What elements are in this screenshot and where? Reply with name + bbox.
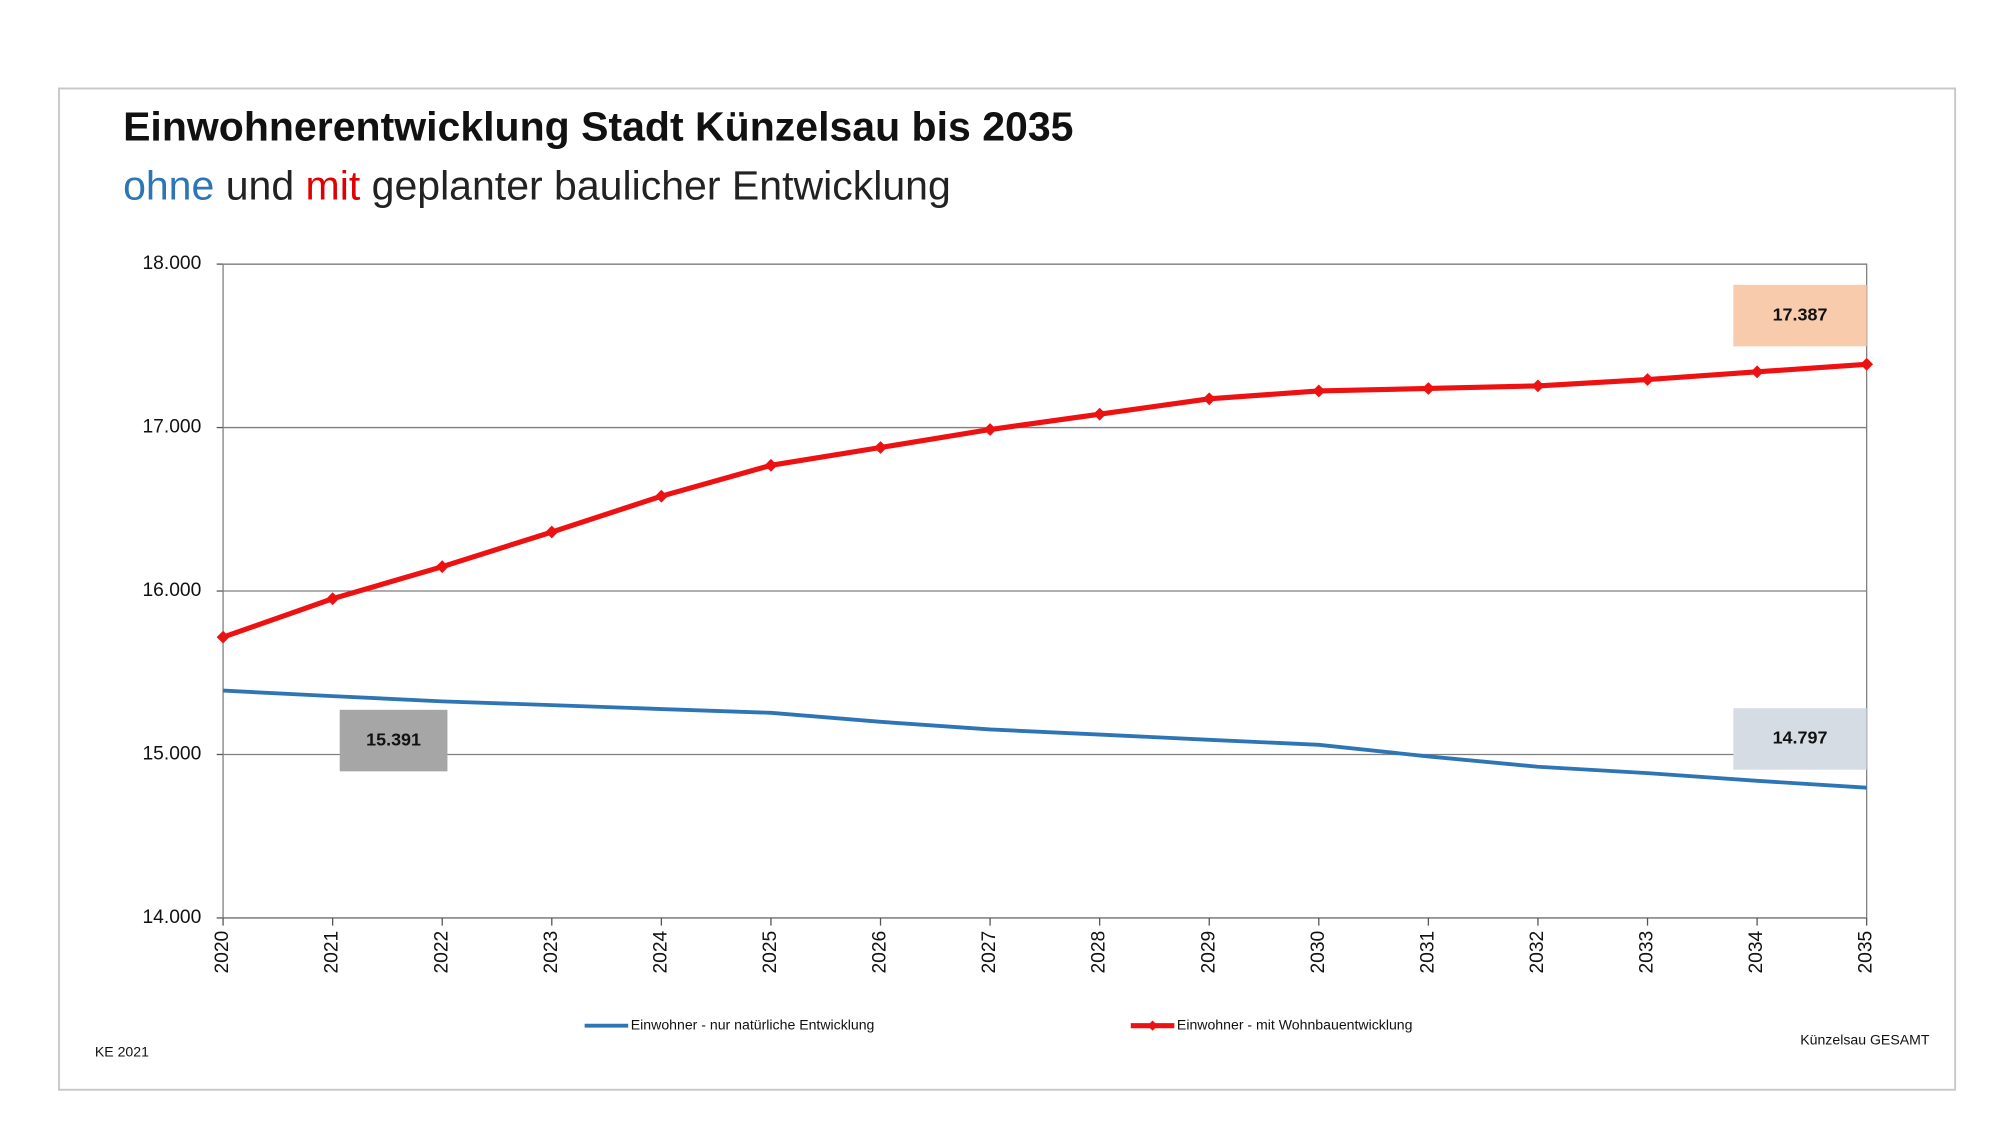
value-label: 15.391 <box>366 729 421 749</box>
frame <box>58 87 1957 1091</box>
x-tick-label: 2032 <box>1527 931 1548 974</box>
subtitle-part: ohne <box>123 162 214 208</box>
marker <box>874 441 887 454</box>
x-tick-label: 2026 <box>870 931 891 974</box>
y-tick-label: 14.000 <box>142 907 201 928</box>
marker <box>545 525 559 539</box>
marker <box>1421 382 1435 395</box>
y-tick-label: 15.000 <box>142 744 201 765</box>
x-tick-label: 2022 <box>431 931 452 974</box>
subtitle-part: geplanter baulicher Entwicklung <box>360 162 951 208</box>
marker <box>216 630 230 644</box>
x-tick-label: 2024 <box>650 930 671 973</box>
marker <box>1312 384 1326 398</box>
note: Künzelsau GESAMT <box>1800 1032 1930 1048</box>
marker <box>1860 357 1874 371</box>
plot-border <box>222 263 1868 919</box>
legend-label: Einwohner - nur natürliche Entwicklung <box>631 1016 875 1032</box>
y-tick-label: 16.000 <box>142 580 201 601</box>
series-line <box>222 361 1867 640</box>
x-tick-label: 2021 <box>322 931 343 974</box>
marker <box>435 560 449 574</box>
subtitle-part: und <box>214 162 305 208</box>
value-label: 14.797 <box>1773 728 1828 748</box>
marker <box>1531 379 1545 393</box>
x-tick-label: 2033 <box>1637 931 1658 974</box>
subtitle-part: mit <box>306 162 361 208</box>
y-tick-label: 18.000 <box>142 253 201 274</box>
marker <box>764 458 778 472</box>
x-tick-label: 2023 <box>541 931 562 974</box>
legend-label: Einwohner - mit Wohnbauentwicklung <box>1177 1016 1413 1032</box>
note: KE 2021 <box>95 1043 149 1059</box>
marker <box>1202 392 1216 406</box>
x-tick-label: 2027 <box>979 931 1000 974</box>
series-line <box>222 688 1867 790</box>
value-label-box <box>1733 284 1867 347</box>
x-tick-label: 2030 <box>1308 931 1329 974</box>
value-label-box <box>339 709 448 772</box>
x-tick-label: 2029 <box>1198 931 1219 974</box>
marker <box>983 423 997 436</box>
value-label-box <box>1733 708 1867 770</box>
value-label: 17.387 <box>1773 304 1828 324</box>
y-tick-label: 17.000 <box>142 417 201 438</box>
marker <box>654 489 668 503</box>
x-tick-label: 2034 <box>1746 930 1767 973</box>
x-tick-label: 2025 <box>760 931 781 974</box>
x-tick-label: 2031 <box>1417 931 1438 974</box>
marker <box>1093 407 1107 421</box>
marker <box>1750 365 1764 379</box>
chart-subtitle: ohne und mit geplanter baulicher Entwick… <box>123 162 951 208</box>
chart-title: Einwohnerentwicklung Stadt Künzelsau bis… <box>123 103 1073 149</box>
x-tick-label: 2020 <box>212 931 233 974</box>
legend-marker <box>1147 1020 1158 1031</box>
marker <box>326 592 340 606</box>
x-tick-label: 2035 <box>1856 931 1877 974</box>
x-tick-label: 2028 <box>1089 931 1110 974</box>
